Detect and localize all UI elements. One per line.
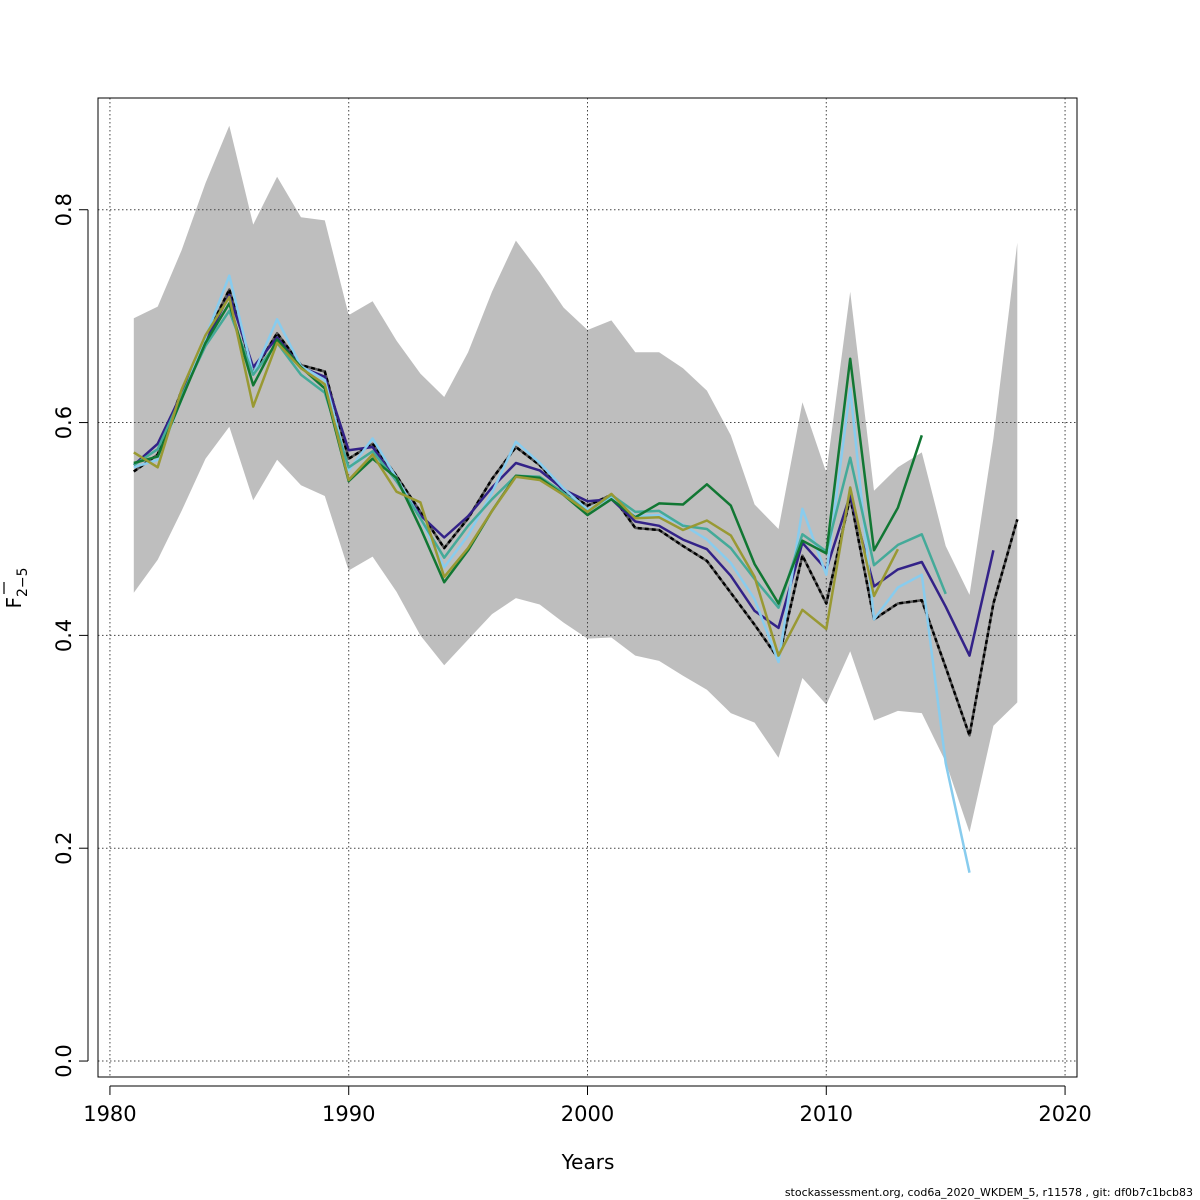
x-tick-label: 2000 <box>561 1102 614 1126</box>
x-axis-title: Years <box>561 1150 615 1174</box>
confidence-band <box>133 125 1018 833</box>
y-tick-label: 0.0 <box>52 1044 76 1077</box>
x-tick-label: 1990 <box>322 1102 375 1126</box>
grid <box>98 98 1077 1077</box>
y-axis-title-subscript: 2−5 <box>15 567 31 597</box>
y-tick-label: 0.4 <box>52 619 76 652</box>
y-axis: 0.0 0.2 0.4 0.6 0.8 <box>52 193 89 1078</box>
svg-text:F2−5: F2−5 <box>2 567 31 608</box>
series-line-2 <box>133 274 971 873</box>
y-tick-label: 0.2 <box>52 831 76 864</box>
y-axis-title-main: F <box>2 597 26 609</box>
confidence-band-area <box>133 125 1018 833</box>
x-tick-label: 2010 <box>800 1102 853 1126</box>
footer-note: stockassessment.org, cod6a_2020_WKDEM_5,… <box>785 1186 1193 1199</box>
x-tick-label: 1980 <box>83 1102 136 1126</box>
series-lines <box>132 274 1019 873</box>
x-tick-label: 2020 <box>1038 1102 1091 1126</box>
series-line-5 <box>133 295 900 657</box>
y-tick-label: 0.6 <box>52 406 76 439</box>
series-line-4 <box>133 302 923 605</box>
plot-frame <box>97 97 1078 1078</box>
x-axis: 1980 1990 2000 2010 2020 <box>83 1085 1092 1126</box>
y-axis-title: F2−5 <box>2 567 31 608</box>
y-tick-label: 0.8 <box>52 193 76 226</box>
